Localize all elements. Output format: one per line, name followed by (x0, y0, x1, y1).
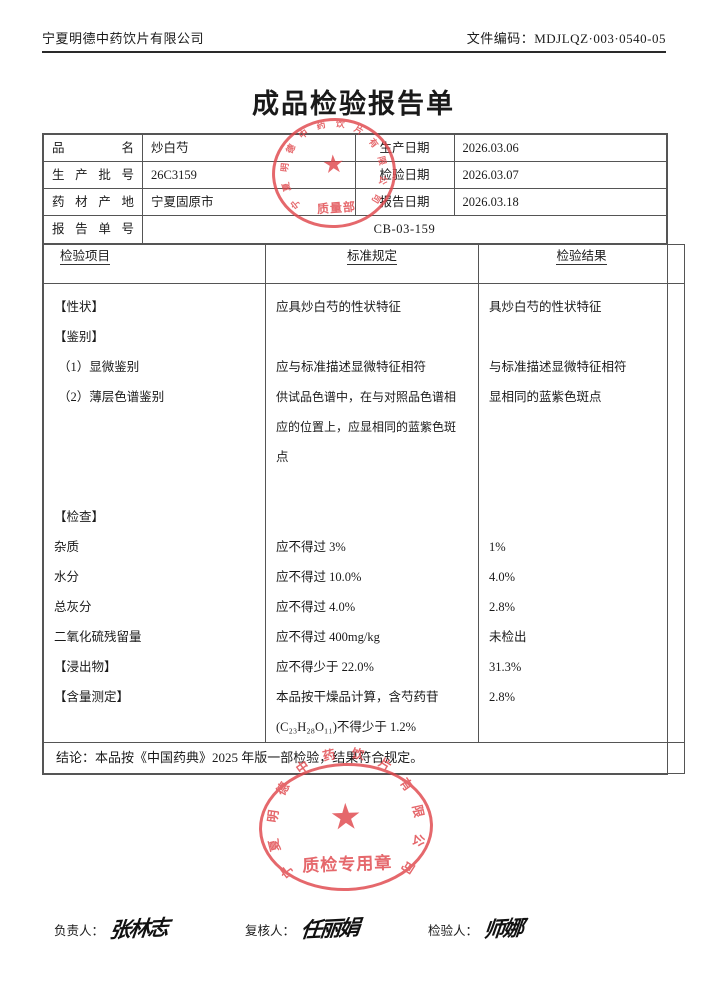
production-date-value: 2026.03.06 (453, 134, 667, 162)
table-row: 品名 炒白芍 生产日期 2026.03.06 (43, 134, 667, 162)
spec-cell (276, 322, 468, 352)
item-cell (54, 472, 255, 502)
item-cell: 【含量测定】 (54, 690, 130, 704)
spec-cell-formula: (C₂₃H₂₈O₁₁)不得少于 1.2% (276, 720, 417, 734)
page-title: 成品检验报告单 (252, 89, 455, 119)
spec-cell: 应不得过 3% (276, 540, 346, 554)
signature-inspector: 检验人： 师娜 (428, 913, 524, 943)
results-column: 具炒白芍的性状特征 与标准描述显微特征相符 显相同的蓝紫色斑点 1% 4.0% … (478, 283, 685, 743)
report-date-label: 报告日期 (354, 188, 455, 216)
batch-label: 生产批号 (43, 161, 143, 189)
info-table: 品名 炒白芍 生产日期 2026.03.06 生产批号 26C3159 检验日期… (43, 134, 667, 244)
item-cell: （1）显微鉴别 (58, 360, 140, 374)
spec-cell: 应不得过 10.0% (276, 570, 362, 584)
result-cell (489, 442, 674, 472)
result-cell (489, 322, 674, 352)
product-name-label: 品名 (43, 134, 143, 162)
result-cell: 2.8% (489, 600, 516, 614)
origin-value: 宁夏固原市 (142, 188, 356, 216)
stamp-bottom-text: 质检专用章 (301, 853, 393, 876)
result-cell (489, 472, 674, 502)
item-cell: 总灰分 (54, 600, 92, 614)
spec-cell: 本品按干燥品计算，含芍药苷 (276, 690, 439, 704)
result-cell: 2.8% (489, 690, 516, 704)
item-cell: 杂质 (54, 540, 80, 554)
item-cell: 二氧化硫残留量 (54, 630, 142, 644)
items-column: 【性状】 【鉴别】 （1）显微鉴别 （2）薄层色谱鉴别 【检查】 杂质 水分 总… (43, 283, 266, 743)
star-icon: ★ (328, 796, 363, 838)
conclusion-text: 结论：本品按《中国药典》2025 年版一部检验，结果符合规定。 (43, 742, 685, 774)
spec-cell: 应不得过 4.0% (276, 600, 356, 614)
signature-responsible: 负责人： 张林志 (54, 913, 169, 943)
qc-special-seal-stamp-icon: 宁夏明德中药饮片有限公司 ★ 质检专用章 (256, 746, 436, 894)
table-row: 药材产地 宁夏固原市 报告日期 2026.03.18 (43, 188, 667, 216)
column-header-spec: 标准规定 (265, 244, 479, 284)
item-cell: 【检查】 (54, 510, 105, 524)
result-cell: 1% (489, 540, 506, 554)
spec-cell: 应与标准描述显微特征相符 (276, 360, 427, 374)
conclusion-row: 结论：本品按《中国药典》2025 年版一部检验，结果符合规定。 (43, 742, 685, 774)
document-code: 文件编码：MDJLQZ·003·0540-05 (466, 31, 666, 46)
item-cell (54, 442, 255, 472)
table-row: 报告单号 CB-03-159 (43, 215, 667, 244)
items-lines: 【性状】 【鉴别】 （1）显微鉴别 （2）薄层色谱鉴别 【检查】 杂质 水分 总… (44, 284, 265, 712)
reviewer-signature: 任丽娟 (299, 914, 360, 943)
spec-cell: 应的位置上，应显相同的蓝紫色斑 (276, 420, 457, 434)
report-no-value: CB-03-159 (142, 215, 667, 244)
results-table: 检验项目 标准规定 检验结果 【性状】 【鉴别】 （1）显微鉴别 （2）薄层色谱… (43, 244, 685, 774)
production-date-label: 生产日期 (354, 134, 455, 162)
specs-column: 应具炒白芍的性状特征 应与标准描述显微特征相符 供试品色谱中，在与对照品色谱相 … (265, 283, 479, 743)
item-cell: 【性状】 (54, 300, 105, 314)
result-cell: 未检出 (489, 630, 527, 644)
specs-lines: 应具炒白芍的性状特征 应与标准描述显微特征相符 供试品色谱中，在与对照品色谱相 … (266, 284, 478, 742)
spec-cell: 应不得少于 22.0% (276, 660, 374, 674)
spec-cell: 点 (276, 450, 289, 464)
report-date-value: 2026.03.18 (453, 188, 667, 216)
report-sheet: 品名 炒白芍 生产日期 2026.03.06 生产批号 26C3159 检验日期… (42, 133, 685, 775)
company-name: 宁夏明德中药饮片有限公司 (42, 31, 205, 46)
reviewer-label: 复核人： (245, 923, 296, 938)
test-date-value: 2026.03.07 (453, 161, 667, 189)
table-row: 生产批号 26C3159 检验日期 2026.03.07 (43, 161, 667, 189)
document-header: 宁夏明德中药饮片有限公司 文件编码：MDJLQZ·003·0540-05 (42, 28, 666, 53)
item-cell (54, 412, 255, 442)
result-cell: 具炒白芍的性状特征 (489, 300, 602, 314)
results-lines: 具炒白芍的性状特征 与标准描述显微特征相符 显相同的蓝紫色斑点 1% 4.0% … (479, 284, 684, 712)
responsible-label: 负责人： (54, 923, 105, 938)
results-body-row: 【性状】 【鉴别】 （1）显微鉴别 （2）薄层色谱鉴别 【检查】 杂质 水分 总… (43, 283, 685, 743)
result-cell: 4.0% (489, 570, 516, 584)
spec-cell: 供试品色谱中，在与对照品色谱相 (276, 390, 457, 404)
column-header-item: 检验项目 (43, 244, 266, 284)
item-cell: 【浸出物】 (54, 660, 117, 674)
item-cell: 【鉴别】 (54, 330, 105, 344)
spec-cell: 应不得过 400mg/kg (276, 630, 380, 644)
inspector-label: 检验人： (428, 923, 479, 938)
signature-reviewer: 复核人： 任丽娟 (245, 913, 360, 943)
responsible-signature: 张林志 (108, 914, 169, 943)
report-no-label: 报告单号 (43, 215, 143, 244)
inspector-signature: 师娜 (482, 915, 524, 942)
signature-bar: 负责人： 张林志 复核人： 任丽娟 检验人： 师娜 (42, 913, 666, 973)
product-name-value: 炒白芍 (142, 134, 356, 162)
spec-cell: 应具炒白芍的性状特征 (276, 300, 402, 314)
result-cell (489, 412, 674, 442)
result-cell: 与标准描述显微特征相符 (489, 360, 627, 374)
test-date-label: 检验日期 (354, 161, 455, 189)
stamp-ring-text: 宁夏明德中药饮片有限公司 (265, 746, 427, 881)
item-cell: 水分 (54, 570, 80, 584)
spec-cell (276, 502, 468, 532)
results-header-row: 检验项目 标准规定 检验结果 (43, 244, 685, 284)
column-header-result: 检验结果 (478, 244, 685, 284)
origin-label: 药材产地 (43, 188, 143, 216)
item-cell: （2）薄层色谱鉴别 (58, 390, 165, 404)
batch-value: 26C3159 (142, 161, 356, 189)
spec-cell (276, 472, 468, 502)
result-cell: 显相同的蓝紫色斑点 (489, 390, 602, 404)
result-cell: 31.3% (489, 660, 522, 674)
result-cell (489, 502, 674, 532)
